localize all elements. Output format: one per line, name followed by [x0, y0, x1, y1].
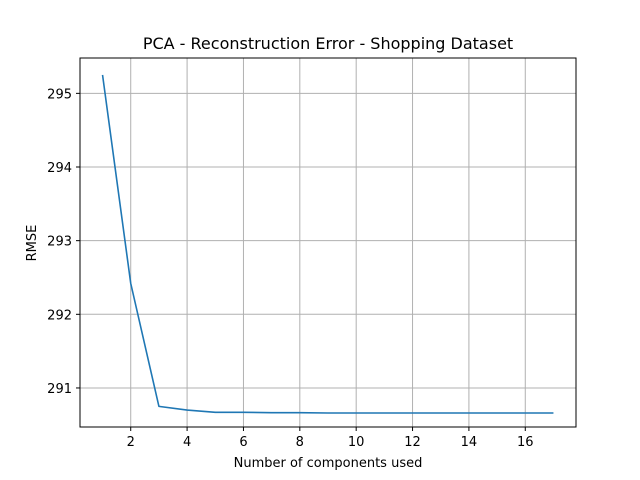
x-tick-label: 10 — [348, 435, 365, 450]
y-tick-label: 294 — [47, 161, 72, 176]
y-tick-label: 295 — [47, 87, 72, 102]
y-axis-ticks: 291 292 293 294 295 — [47, 87, 80, 397]
y-tick-label: 291 — [47, 382, 72, 397]
x-tick-label: 4 — [183, 435, 191, 450]
plot-frame — [79, 57, 577, 428]
x-tick-label: 12 — [404, 435, 421, 450]
chart-title: PCA - Reconstruction Error - Shopping Da… — [143, 34, 513, 53]
x-tick-label: 16 — [517, 435, 534, 450]
series-layer — [101, 74, 554, 414]
y-tick-label: 292 — [47, 308, 72, 323]
x-tick-label: 6 — [239, 435, 247, 450]
grid — [80, 58, 576, 427]
y-axis-label: RMSE — [25, 225, 40, 262]
x-axis-label: Number of components used — [234, 456, 423, 471]
x-tick-label: 14 — [461, 435, 478, 450]
y-tick-label: 293 — [47, 235, 72, 250]
x-axis-ticks: 2 4 6 8 10 12 14 16 — [127, 427, 534, 450]
series-line — [101, 74, 554, 414]
x-tick-label: 8 — [296, 435, 304, 450]
x-tick-label: 2 — [127, 435, 135, 450]
